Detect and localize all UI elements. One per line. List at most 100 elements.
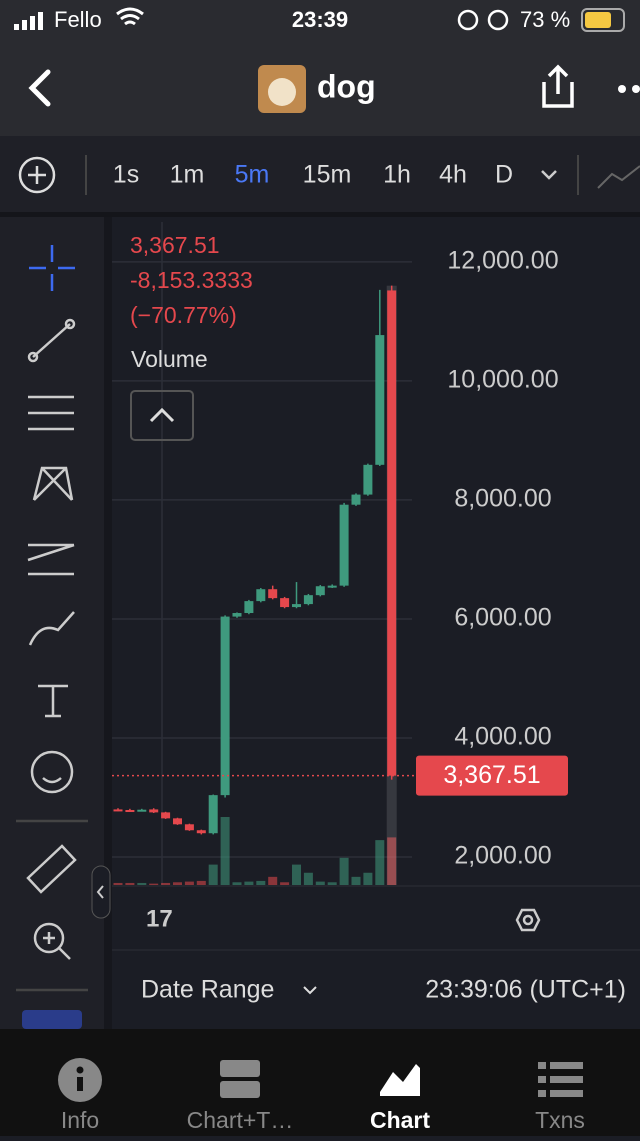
tab-icons — [58, 1058, 583, 1102]
collapse-toolbar[interactable] — [91, 865, 111, 919]
avatar-face — [268, 78, 296, 106]
gutter — [104, 217, 112, 1029]
volume-bar — [375, 840, 385, 885]
plot: 3,367.51 — [112, 285, 568, 885]
interval-button[interactable]: 4h — [439, 161, 467, 189]
candle-body — [280, 598, 290, 608]
candle-body — [256, 589, 266, 602]
volume-bar — [292, 864, 301, 885]
volume-bar — [244, 881, 254, 885]
interval-button[interactable]: 1h — [383, 161, 411, 189]
candle-body — [387, 290, 397, 776]
y-tick-label: 6,000.00 — [454, 604, 551, 632]
interval-button[interactable]: 15m — [303, 161, 352, 189]
timezone[interactable]: 23:39:06 (UTC+1) — [425, 976, 626, 1004]
candle-body — [244, 601, 254, 614]
battery — [581, 8, 625, 32]
candle-body — [292, 604, 301, 608]
volume-bar — [220, 817, 230, 885]
wifi — [116, 7, 144, 26]
candle-body — [173, 818, 182, 825]
candle-body — [351, 494, 361, 505]
header-bg — [0, 0, 640, 136]
volume-bar — [137, 882, 147, 885]
candle-body — [303, 595, 313, 605]
collapse-legend[interactable] — [130, 390, 194, 441]
volume-bar — [125, 882, 135, 885]
current-price-label: 3,367.51 — [443, 761, 540, 789]
volume-bar — [184, 881, 194, 885]
volume-bar — [196, 880, 206, 885]
clock: 23:39 — [292, 7, 348, 32]
candle-body — [184, 824, 194, 831]
collapse-arrow — [96, 885, 104, 899]
tab[interactable]: Chart+T… — [187, 1107, 294, 1133]
candle-body — [327, 585, 337, 588]
ohlc-change: -8,153.3333 — [130, 267, 253, 293]
add-plus — [28, 166, 46, 184]
volume-bar — [173, 882, 182, 885]
tool-badge — [22, 1010, 82, 1029]
chart-style[interactable] — [597, 165, 640, 189]
current-price-badge — [416, 755, 568, 796]
volume-bar — [387, 837, 397, 885]
alarm-icon — [487, 9, 509, 31]
carrier: Fello — [54, 7, 102, 32]
ohlc-change-pct: (−70.77%) — [130, 302, 237, 328]
candle-body — [196, 830, 206, 834]
grid: 2,000.00 4,000.00 6,000.00 8,000.00 10,000.0… — [112, 246, 559, 870]
interval-button[interactable]: 1m — [170, 161, 205, 189]
candle-body — [208, 795, 218, 834]
candle-body — [137, 809, 147, 812]
y-tick-label: 4,000.00 — [454, 723, 551, 751]
volume-bar — [351, 876, 361, 885]
back-button[interactable] — [28, 69, 51, 107]
more-button[interactable] — [618, 85, 640, 93]
interval-dropdown[interactable] — [541, 170, 557, 180]
candle-body — [232, 613, 242, 617]
toolbar-bg — [0, 136, 640, 212]
interval-button[interactable]: D — [495, 161, 513, 189]
y-tick-label: 2,000.00 — [454, 842, 551, 870]
intervals: 1s 1m 5m 15m 1h 4h D — [113, 161, 513, 189]
ohlc-price: 3,367.51 — [130, 232, 220, 258]
volume-bar — [327, 882, 337, 885]
battery-fill — [585, 12, 611, 28]
candle-body — [268, 589, 278, 599]
tab[interactable]: Info — [61, 1107, 99, 1133]
tab[interactable]: Txns — [535, 1107, 585, 1133]
candle-body — [220, 616, 230, 796]
candle-body — [315, 586, 325, 596]
volume-bar — [363, 872, 373, 885]
x-tick-label: 17 — [146, 905, 173, 932]
volume-bar — [161, 882, 171, 885]
volume-bar — [315, 881, 325, 885]
tab[interactable]: Chart — [370, 1107, 430, 1133]
volume-bar — [256, 880, 266, 885]
volume-bar — [303, 872, 313, 885]
tool-icons — [16, 245, 88, 992]
interval-button[interactable]: 5m — [235, 161, 270, 189]
volume-bar — [339, 857, 349, 885]
volume-bar — [113, 882, 123, 885]
y-tick-label: 12,000.00 — [447, 246, 558, 274]
candle-body — [161, 812, 171, 819]
candle-body — [375, 335, 385, 465]
date-range[interactable]: Date Range — [141, 976, 274, 1004]
share-button[interactable] — [542, 64, 574, 108]
signal — [14, 12, 43, 30]
date-range-arrow — [303, 986, 317, 995]
candle-body — [149, 809, 159, 813]
collapse-legend-arrow — [149, 407, 175, 423]
settings-dot — [522, 914, 534, 926]
settings-button[interactable] — [515, 908, 541, 932]
tabs: Info Chart+T… Chart Txns — [61, 1107, 585, 1133]
add-indicator[interactable] — [18, 156, 56, 194]
candle-body — [363, 464, 373, 495]
lock-icon — [457, 9, 479, 31]
volume-bar — [149, 883, 159, 885]
interval-button[interactable]: 1s — [113, 161, 139, 189]
draw-toolbar — [0, 217, 104, 1029]
volume-bar — [232, 882, 242, 885]
